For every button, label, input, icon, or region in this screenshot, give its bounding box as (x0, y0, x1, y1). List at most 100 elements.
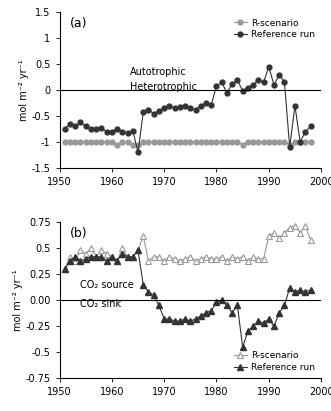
Reference run (241, 89, 245, 94)
R-scenario (246, 140, 250, 145)
Reference run (304, 289, 307, 294)
R-scenario (115, 142, 119, 147)
R-scenario (214, 140, 218, 145)
R-scenario (73, 140, 77, 145)
R-scenario (209, 256, 213, 261)
R-scenario (120, 140, 124, 145)
Reference run (120, 251, 124, 256)
Reference run (110, 129, 114, 134)
R-scenario (84, 140, 88, 145)
Reference run (246, 85, 250, 90)
Reference run (125, 254, 129, 259)
Reference run (251, 324, 255, 329)
Reference run (110, 254, 114, 259)
Reference run (209, 102, 213, 107)
R-scenario (261, 140, 265, 145)
R-scenario (167, 140, 171, 145)
R-scenario (272, 231, 276, 236)
Reference run (251, 83, 255, 88)
Reference run (178, 104, 182, 109)
R-scenario (131, 142, 135, 147)
Reference run (272, 324, 276, 329)
Reference run (282, 80, 286, 85)
R-scenario (178, 140, 182, 145)
Reference run (267, 65, 271, 69)
R-scenario (220, 254, 224, 259)
Reference run (204, 310, 208, 315)
R-scenario (136, 248, 140, 253)
R-scenario (63, 140, 67, 145)
R-scenario (277, 140, 281, 145)
Reference run (261, 321, 265, 326)
R-scenario (246, 259, 250, 263)
Reference run (63, 267, 67, 272)
Reference run (199, 314, 203, 319)
Reference run (188, 319, 192, 323)
Reference run (282, 303, 286, 308)
Reference run (89, 127, 93, 132)
R-scenario (99, 248, 103, 253)
R-scenario (230, 254, 234, 259)
Reference run (277, 72, 281, 77)
Reference run (256, 77, 260, 82)
Reference run (99, 125, 103, 130)
R-scenario (110, 140, 114, 145)
Reference run (267, 316, 271, 321)
R-scenario (131, 254, 135, 259)
R-scenario (99, 140, 103, 145)
R-scenario (251, 140, 255, 145)
R-scenario (267, 233, 271, 238)
Reference run (220, 80, 224, 85)
R-scenario (178, 259, 182, 263)
R-scenario (162, 259, 166, 263)
R-scenario (272, 140, 276, 145)
Reference run (89, 254, 93, 259)
Reference run (115, 259, 119, 263)
R-scenario (78, 140, 82, 145)
Line: Reference run: Reference run (61, 247, 314, 351)
R-scenario (225, 140, 229, 145)
R-scenario (89, 246, 93, 251)
Reference run (84, 124, 88, 129)
R-scenario (120, 246, 124, 251)
R-scenario (235, 140, 239, 145)
R-scenario (125, 140, 129, 145)
Reference run (152, 111, 156, 116)
Reference run (68, 259, 72, 263)
Reference run (73, 254, 77, 259)
R-scenario (199, 256, 203, 261)
Reference run (120, 129, 124, 134)
Reference run (308, 287, 312, 292)
Reference run (84, 256, 88, 261)
Reference run (246, 329, 250, 334)
Reference run (204, 101, 208, 106)
Reference run (293, 289, 297, 294)
Reference run (298, 140, 302, 145)
Reference run (167, 103, 171, 108)
Reference run (136, 150, 140, 155)
R-scenario (277, 236, 281, 240)
Legend: R-scenario, Reference run: R-scenario, Reference run (232, 349, 316, 374)
R-scenario (105, 251, 109, 256)
Reference run (147, 107, 151, 112)
Reference run (125, 130, 129, 135)
Y-axis label: mol m⁻² yr⁻¹: mol m⁻² yr⁻¹ (19, 59, 29, 121)
Reference run (261, 80, 265, 85)
R-scenario (68, 140, 72, 145)
R-scenario (267, 140, 271, 145)
Reference run (99, 254, 103, 259)
Text: CO₂ source: CO₂ source (80, 280, 134, 290)
R-scenario (183, 140, 187, 145)
R-scenario (89, 140, 93, 145)
R-scenario (298, 140, 302, 145)
Reference run (183, 316, 187, 321)
Reference run (147, 289, 151, 294)
R-scenario (183, 256, 187, 261)
Reference run (209, 308, 213, 313)
R-scenario (152, 254, 156, 259)
Text: Heterotrophic: Heterotrophic (130, 82, 197, 92)
R-scenario (251, 254, 255, 259)
R-scenario (204, 140, 208, 145)
Reference run (131, 254, 135, 259)
R-scenario (241, 254, 245, 259)
